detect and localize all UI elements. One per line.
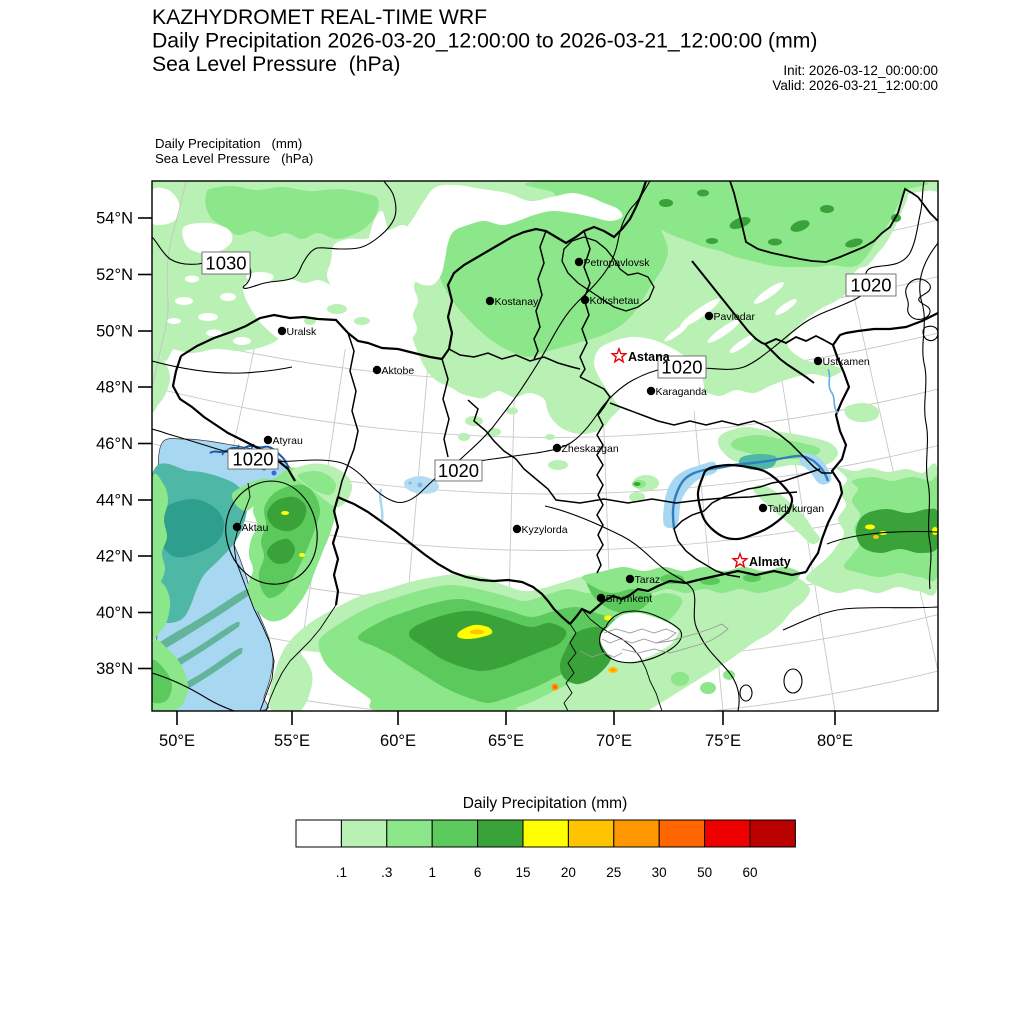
svg-text:52°N: 52°N [96,266,133,284]
svg-text:Aktau: Aktau [242,522,269,534]
svg-text:Kyzylorda: Kyzylorda [522,524,568,536]
svg-text:1: 1 [428,865,436,880]
svg-text:75°E: 75°E [705,732,741,750]
svg-text:Sea Level Pressure (hPa): Sea Level Pressure (hPa) [155,151,313,166]
svg-text:Zheskazgan: Zheskazgan [562,443,619,455]
svg-text:Init: 2026-03-12_00:00:00: Init: 2026-03-12_00:00:00 [783,63,938,78]
svg-text:Aktobe: Aktobe [382,365,415,377]
svg-text:Kostanay: Kostanay [495,296,540,308]
svg-text:50: 50 [697,865,712,880]
svg-text:80°E: 80°E [817,732,853,750]
svg-text:1020: 1020 [438,460,479,481]
svg-text:Daily Precipitation (mm): Daily Precipitation (mm) [463,795,628,812]
svg-text:Daily Precipitation (mm): Daily Precipitation (mm) [155,136,302,151]
svg-text:1020: 1020 [850,275,891,296]
svg-text:65°E: 65°E [488,732,524,750]
svg-text:15: 15 [515,865,530,880]
svg-text:.1: .1 [336,865,347,880]
svg-text:46°N: 46°N [96,435,133,453]
svg-text:50°N: 50°N [96,323,133,341]
svg-text:Uralsk: Uralsk [287,326,318,338]
svg-text:1020: 1020 [661,357,702,378]
svg-text:Ustkamen: Ustkamen [823,356,870,368]
svg-text:1020: 1020 [232,449,273,470]
svg-text:Taraz: Taraz [635,574,661,586]
svg-text:6: 6 [474,865,482,880]
svg-text:Sea Level Pressure (hPa): Sea Level Pressure (hPa) [152,53,401,76]
svg-text:Kokshetau: Kokshetau [590,295,640,307]
svg-text:40°N: 40°N [96,604,133,622]
svg-text:60°E: 60°E [380,732,416,750]
svg-text:20: 20 [561,865,576,880]
svg-text:48°N: 48°N [96,379,133,397]
svg-text:50°E: 50°E [159,732,195,750]
svg-text:KAZHYDROMET REAL-TIME WRF: KAZHYDROMET REAL-TIME WRF [152,6,487,29]
svg-text:Karaganda: Karaganda [656,386,708,398]
svg-text:25: 25 [606,865,621,880]
svg-text:42°N: 42°N [96,548,133,566]
svg-text:Valid: 2026-03-21_12:00:00: Valid: 2026-03-21_12:00:00 [772,78,938,93]
svg-text:44°N: 44°N [96,492,133,510]
svg-text:Almaty: Almaty [749,555,791,569]
svg-text:Pavlodar: Pavlodar [714,311,756,323]
svg-text:1030: 1030 [205,253,246,274]
svg-text:Petropavlovsk: Petropavlovsk [584,257,651,269]
svg-text:Daily Precipitation 2026-03-20: Daily Precipitation 2026-03-20_12:00:00 … [152,30,817,53]
svg-text:.3: .3 [381,865,392,880]
svg-text:Atyrau: Atyrau [273,435,304,447]
svg-text:60: 60 [742,865,757,880]
svg-text:Shymkent: Shymkent [606,593,653,605]
svg-text:55°E: 55°E [274,732,310,750]
svg-text:70°E: 70°E [596,732,632,750]
svg-text:38°N: 38°N [96,660,133,678]
svg-text:Taldykurgan: Taldykurgan [768,503,825,515]
svg-text:54°N: 54°N [96,210,133,228]
svg-text:30: 30 [652,865,667,880]
svg-text:Astana: Astana [628,350,671,364]
